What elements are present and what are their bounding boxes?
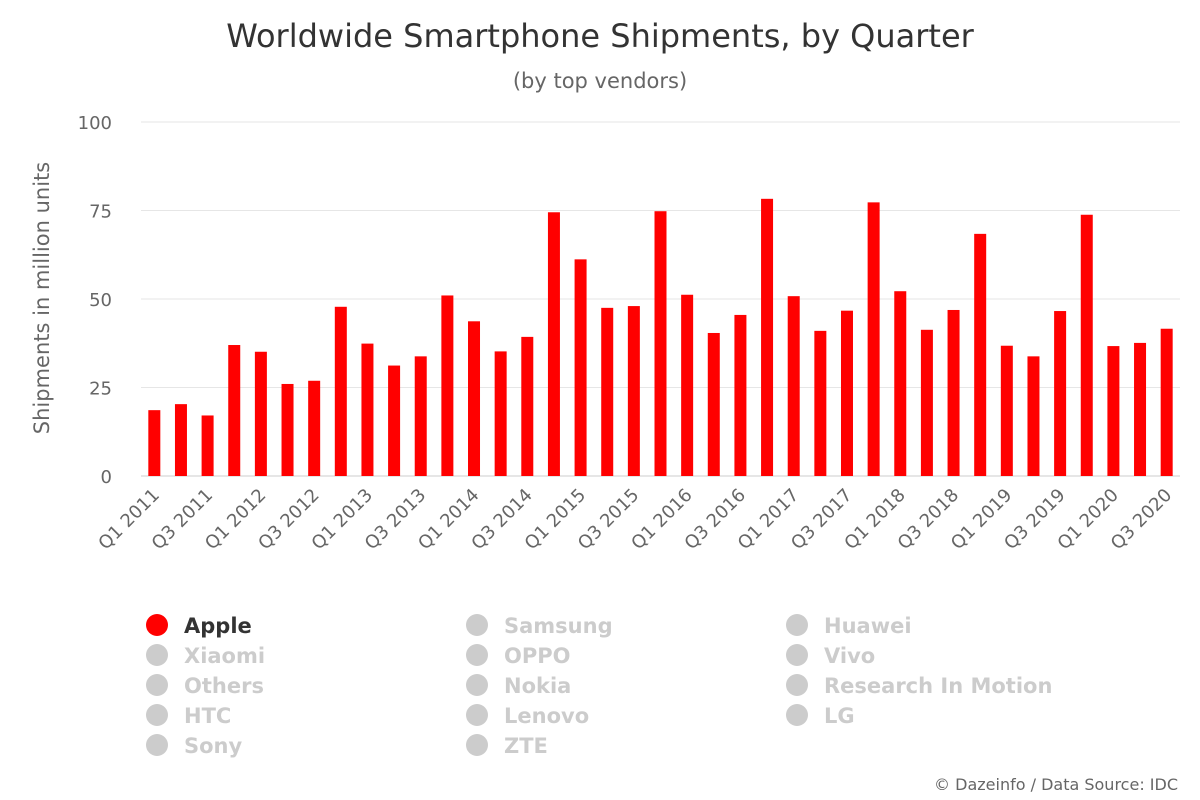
legend-label: OPPO bbox=[504, 644, 571, 668]
bar-q3-2018[interactable] bbox=[947, 309, 960, 476]
bar-q3-2019[interactable] bbox=[1054, 311, 1067, 476]
bar-q1-2019[interactable] bbox=[1000, 345, 1013, 476]
bar-q2-2019[interactable] bbox=[1027, 356, 1040, 476]
bar-q4-2011[interactable] bbox=[228, 345, 241, 476]
bar-q2-2012[interactable] bbox=[281, 383, 294, 476]
bar-q1-2018[interactable] bbox=[894, 291, 907, 476]
bar-q2-2011[interactable] bbox=[174, 404, 187, 476]
legend-item-apple[interactable]: Apple bbox=[146, 614, 252, 638]
bar-q4-2014[interactable] bbox=[547, 212, 560, 476]
bar-q1-2014[interactable] bbox=[468, 321, 481, 476]
legend-label: HTC bbox=[184, 704, 231, 728]
chart-title: Worldwide Smartphone Shipments, by Quart… bbox=[226, 17, 974, 55]
bar-q2-2016[interactable] bbox=[707, 332, 720, 476]
y-tick-label: 100 bbox=[78, 113, 112, 134]
legend-marker bbox=[786, 704, 808, 726]
legend-item-nokia[interactable]: Nokia bbox=[466, 674, 571, 698]
legend-marker bbox=[146, 734, 168, 756]
bar-q1-2013[interactable] bbox=[361, 343, 374, 476]
legend-marker bbox=[466, 704, 488, 726]
y-axis-title: Shipments in million units bbox=[30, 162, 54, 434]
y-tick-label: 0 bbox=[101, 467, 112, 488]
legend-label: Samsung bbox=[504, 614, 613, 638]
bar-q4-2017[interactable] bbox=[867, 202, 880, 477]
legend-marker bbox=[146, 674, 168, 696]
legend-item-lenovo[interactable]: Lenovo bbox=[466, 704, 589, 728]
legend-item-htc[interactable]: HTC bbox=[146, 704, 231, 728]
bar-q3-2020[interactable] bbox=[1160, 328, 1173, 476]
bar-q1-2012[interactable] bbox=[254, 351, 267, 476]
legend-item-xiaomi[interactable]: Xiaomi bbox=[146, 644, 265, 668]
legend-marker bbox=[466, 674, 488, 696]
legend-item-huawei[interactable]: Huawei bbox=[786, 614, 912, 638]
bar-series-apple bbox=[148, 198, 1173, 477]
bar-q2-2013[interactable] bbox=[388, 365, 401, 476]
legend-marker bbox=[146, 614, 168, 636]
legend-marker bbox=[466, 614, 488, 636]
legend-label: Research In Motion bbox=[824, 674, 1052, 698]
bar-q2-2014[interactable] bbox=[494, 351, 507, 476]
y-tick-label: 25 bbox=[89, 379, 112, 400]
legend-label: Xiaomi bbox=[184, 644, 265, 668]
bar-q4-2013[interactable] bbox=[441, 295, 454, 476]
legend-item-vivo[interactable]: Vivo bbox=[786, 644, 875, 668]
bar-q4-2018[interactable] bbox=[974, 233, 987, 476]
bar-q1-2015[interactable] bbox=[574, 259, 587, 476]
bar-q2-2015[interactable] bbox=[601, 307, 614, 476]
legend-marker bbox=[466, 734, 488, 756]
bar-q2-2020[interactable] bbox=[1134, 342, 1147, 476]
legend-item-others[interactable]: Others bbox=[146, 674, 264, 698]
legend-marker bbox=[786, 644, 808, 666]
legend-label: Vivo bbox=[824, 644, 875, 668]
legend-marker bbox=[786, 614, 808, 636]
bar-q2-2018[interactable] bbox=[920, 329, 933, 476]
legend-label: ZTE bbox=[504, 734, 548, 758]
bar-q1-2016[interactable] bbox=[681, 294, 694, 476]
y-tick-label: 50 bbox=[89, 290, 112, 311]
legend-label: Apple bbox=[184, 614, 252, 638]
legend: Apple Samsung Huawei Xiaomi OPPO Vivo Others No… bbox=[146, 614, 1052, 758]
chart-subtitle: (by top vendors) bbox=[513, 69, 687, 93]
credit-text[interactable]: © Dazeinfo / Data Source: IDC bbox=[934, 775, 1178, 794]
bar-q3-2011[interactable] bbox=[201, 415, 214, 476]
legend-item-zte[interactable]: ZTE bbox=[466, 734, 548, 758]
bar-q4-2016[interactable] bbox=[761, 198, 774, 476]
legend-label: Nokia bbox=[504, 674, 571, 698]
legend-marker bbox=[146, 704, 168, 726]
bar-q3-2014[interactable] bbox=[521, 336, 534, 476]
bar-q3-2017[interactable] bbox=[840, 310, 853, 476]
legend-marker bbox=[146, 644, 168, 666]
legend-label: Lenovo bbox=[504, 704, 589, 728]
legend-label: Huawei bbox=[824, 614, 912, 638]
y-tick-label: 75 bbox=[89, 202, 112, 223]
legend-item-sony[interactable]: Sony bbox=[146, 734, 243, 758]
legend-label: Others bbox=[184, 674, 264, 698]
legend-item-oppo[interactable]: OPPO bbox=[466, 644, 571, 668]
legend-item-research-in-motion[interactable]: Research In Motion bbox=[786, 674, 1052, 698]
legend-label: Sony bbox=[184, 734, 243, 758]
y-axis-ticks: 0 25 50 75 100 bbox=[78, 113, 112, 488]
bar-q1-2020[interactable] bbox=[1107, 346, 1120, 476]
bar-q4-2019[interactable] bbox=[1080, 214, 1093, 476]
bar-q4-2015[interactable] bbox=[654, 211, 667, 476]
legend-item-samsung[interactable]: Samsung bbox=[466, 614, 613, 638]
bar-q3-2012[interactable] bbox=[308, 380, 321, 476]
bar-q1-2011[interactable] bbox=[148, 410, 161, 476]
bar-q2-2017[interactable] bbox=[814, 330, 827, 476]
legend-item-lg[interactable]: LG bbox=[786, 704, 855, 728]
legend-marker bbox=[786, 674, 808, 696]
bar-q4-2012[interactable] bbox=[334, 306, 347, 476]
legend-marker bbox=[466, 644, 488, 666]
bar-q3-2013[interactable] bbox=[414, 356, 427, 476]
legend-label: LG bbox=[824, 704, 855, 728]
bar-q3-2016[interactable] bbox=[734, 314, 747, 476]
bar-q3-2015[interactable] bbox=[627, 306, 640, 476]
bar-q1-2017[interactable] bbox=[787, 296, 800, 476]
